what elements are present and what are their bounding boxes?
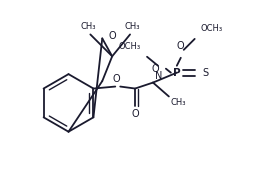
Text: CH₃: CH₃ — [124, 23, 140, 31]
Text: CH₃: CH₃ — [171, 98, 186, 108]
Text: O: O — [108, 31, 116, 41]
Text: OCH₃: OCH₃ — [201, 24, 223, 33]
Text: O: O — [177, 41, 185, 51]
Text: P: P — [173, 68, 181, 78]
Text: CH₃: CH₃ — [81, 23, 96, 31]
Text: OCH₃: OCH₃ — [119, 42, 141, 51]
Text: S: S — [202, 68, 209, 78]
Text: O: O — [112, 74, 120, 84]
Text: N: N — [155, 71, 162, 81]
Text: O: O — [131, 109, 139, 119]
Text: O: O — [151, 64, 159, 74]
